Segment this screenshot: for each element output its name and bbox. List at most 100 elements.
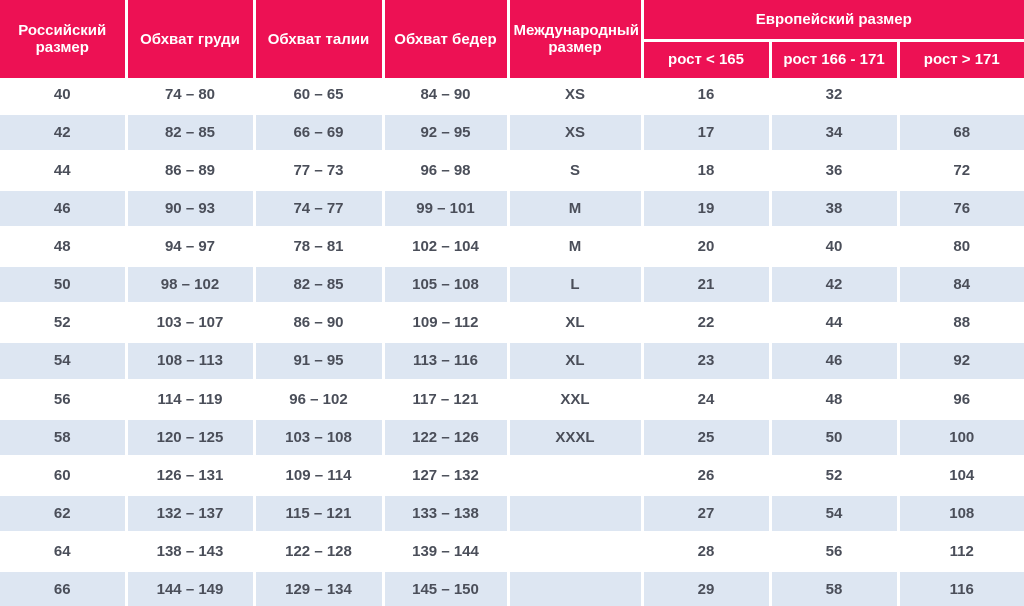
table-row: 58 120 – 125 103 – 108 122 – 126 XXXL 25 50 100 — [0, 418, 1024, 458]
table-cell: XXXL — [508, 418, 644, 458]
table-cell: 117 – 121 — [383, 380, 510, 420]
table-cell — [508, 494, 644, 534]
header-hips: Обхват бедер — [383, 0, 510, 78]
table-cell: 105 – 108 — [383, 265, 510, 306]
table-cell: S — [508, 151, 644, 191]
table-cell: M — [508, 189, 644, 230]
table-cell: 40 — [770, 227, 900, 268]
table-cell: 52 — [0, 303, 128, 344]
header-waist: Обхват талии — [254, 0, 385, 78]
table-cell: 28 — [642, 532, 772, 573]
table-cell: 88 — [898, 303, 1024, 344]
table-cell: 25 — [642, 418, 772, 458]
table-cell: 76 — [898, 189, 1024, 230]
table-cell: 19 — [642, 189, 772, 230]
table-header: Российский размер Обхват груди Обхват та… — [0, 0, 1024, 78]
table-cell: 42 — [770, 265, 900, 306]
table-cell: XS — [508, 78, 644, 115]
table-cell: XL — [508, 341, 644, 382]
table-cell: 66 — [0, 570, 128, 606]
table-cell — [508, 532, 644, 573]
table-cell: 92 – 95 — [383, 113, 510, 153]
header-european-size-group: Европейский размер — [642, 0, 1024, 42]
table-cell: 104 — [898, 456, 1024, 496]
table-cell: 36 — [770, 151, 900, 191]
table-cell: 132 – 137 — [126, 494, 256, 534]
table-cell: 94 – 97 — [126, 227, 256, 268]
table-cell: 23 — [642, 341, 772, 382]
table-cell: 60 — [0, 456, 128, 496]
table-cell: M — [508, 227, 644, 268]
table-cell: 54 — [0, 341, 128, 382]
table-cell: 86 – 89 — [126, 151, 256, 191]
table-cell: 82 – 85 — [126, 113, 256, 153]
table-row: 48 94 – 97 78 – 81 102 – 104 M 20 40 80 — [0, 227, 1024, 268]
table-cell: 96 – 98 — [383, 151, 510, 191]
header-international-size: Международный размер — [508, 0, 644, 78]
table-cell: 38 — [770, 189, 900, 230]
table-cell: 139 – 144 — [383, 532, 510, 573]
table-row: 66 144 – 149 129 – 134 145 – 150 29 58 116 — [0, 570, 1024, 606]
table-cell: 84 – 90 — [383, 78, 510, 115]
table-cell: 126 – 131 — [126, 456, 256, 496]
table-cell: 27 — [642, 494, 772, 534]
table-cell: 62 — [0, 494, 128, 534]
table-cell: 99 – 101 — [383, 189, 510, 230]
header-height-over-171: рост > 171 — [898, 40, 1024, 78]
table-cell: 58 — [0, 418, 128, 458]
table-cell: 91 – 95 — [254, 341, 385, 382]
table-cell: 115 – 121 — [254, 494, 385, 534]
table-cell: 29 — [642, 570, 772, 606]
table-cell: 145 – 150 — [383, 570, 510, 606]
table-cell: 120 – 125 — [126, 418, 256, 458]
table-cell: 54 — [770, 494, 900, 534]
header-chest: Обхват груди — [126, 0, 256, 78]
table-cell: XXL — [508, 380, 644, 420]
table-cell: 18 — [642, 151, 772, 191]
table-row: 52 103 – 107 86 – 90 109 – 112 XL 22 44 88 — [0, 303, 1024, 344]
table-cell: 44 — [0, 151, 128, 191]
table-row: 56 114 – 119 96 – 102 117 – 121 XXL 24 48 96 — [0, 380, 1024, 420]
table-cell: 46 — [770, 341, 900, 382]
table-cell: 16 — [642, 78, 772, 115]
table-row: 46 90 – 93 74 – 77 99 – 101 M 19 38 76 — [0, 189, 1024, 230]
table-cell: 96 – 102 — [254, 380, 385, 420]
table-row: 44 86 – 89 77 – 73 96 – 98 S 18 36 72 — [0, 151, 1024, 191]
table-cell: 103 – 107 — [126, 303, 256, 344]
table-cell: 74 – 80 — [126, 78, 256, 115]
table-cell: 98 – 102 — [126, 265, 256, 306]
table-cell: 40 — [0, 78, 128, 115]
table-cell: 77 – 73 — [254, 151, 385, 191]
table-cell: 92 — [898, 341, 1024, 382]
table-cell: XS — [508, 113, 644, 153]
table-cell: 133 – 138 — [383, 494, 510, 534]
table-cell: 109 – 112 — [383, 303, 510, 344]
table-cell: 48 — [770, 380, 900, 420]
table-cell: 46 — [0, 189, 128, 230]
table-cell: 48 — [0, 227, 128, 268]
table-cell: 84 — [898, 265, 1024, 306]
table-cell: 56 — [0, 380, 128, 420]
table-cell: 42 — [0, 113, 128, 153]
table-cell: 80 — [898, 227, 1024, 268]
table-cell: 34 — [770, 113, 900, 153]
table-row: 64 138 – 143 122 – 128 139 – 144 28 56 112 — [0, 532, 1024, 573]
table-row: 62 132 – 137 115 – 121 133 – 138 27 54 108 — [0, 494, 1024, 534]
table-cell: 78 – 81 — [254, 227, 385, 268]
table-cell: 66 – 69 — [254, 113, 385, 153]
table-cell: XL — [508, 303, 644, 344]
header-height-under-165: рост < 165 — [642, 40, 772, 78]
table-cell — [898, 78, 1024, 115]
table-cell: 17 — [642, 113, 772, 153]
table-cell: 129 – 134 — [254, 570, 385, 606]
table-row: 50 98 – 102 82 – 85 105 – 108 L 21 42 84 — [0, 265, 1024, 306]
table-cell: 108 — [898, 494, 1024, 534]
table-row: 42 82 – 85 66 – 69 92 – 95 XS 17 34 68 — [0, 113, 1024, 153]
table-cell: 90 – 93 — [126, 189, 256, 230]
table-row: 60 126 – 131 109 – 114 127 – 132 26 52 104 — [0, 456, 1024, 496]
table-cell: 26 — [642, 456, 772, 496]
table-cell: 86 – 90 — [254, 303, 385, 344]
table-cell: 112 — [898, 532, 1024, 573]
